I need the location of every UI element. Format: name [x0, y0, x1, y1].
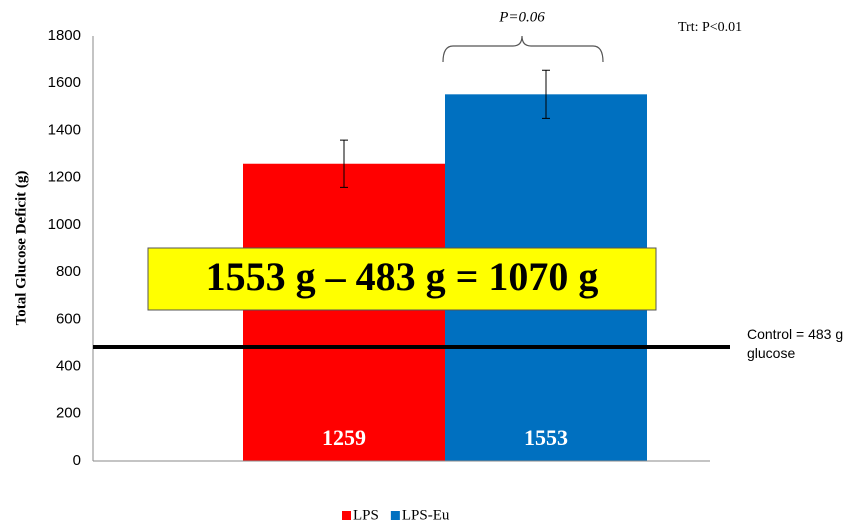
- comparison-annotation: P=0.06: [498, 9, 545, 25]
- comparison-bracket: [442, 35, 604, 63]
- error-bar: [542, 69, 550, 119]
- legend-swatch: [342, 511, 351, 520]
- y-axis-label: Total Glucose Deficit (g): [13, 171, 29, 326]
- y-tick-label: 200: [56, 405, 81, 422]
- control-label: Control = 483 g glucose: [747, 326, 844, 361]
- legend-label: LPS: [353, 507, 379, 523]
- y-tick-label: 0: [73, 452, 81, 469]
- bar: [243, 163, 445, 461]
- y-tick-label: 1600: [48, 74, 81, 91]
- treatment-annotation: Trt: P<0.01: [678, 20, 742, 35]
- y-tick-label: 800: [56, 263, 81, 280]
- equation-box: [147, 247, 657, 311]
- y-tick-label: 400: [56, 358, 81, 375]
- data-label: 1553: [524, 425, 568, 450]
- equation: 1553 g – 483 g = 1070 g: [206, 254, 599, 299]
- y-tick-label: 1800: [48, 27, 81, 44]
- y-tick-label: 1000: [48, 216, 81, 233]
- y-tick-label: 1400: [48, 121, 81, 138]
- error-bar: [340, 139, 348, 188]
- legend-label: LPS-Eu: [402, 507, 450, 523]
- y-tick-label: 1200: [48, 169, 81, 186]
- y-tick-label: 600: [56, 310, 81, 327]
- data-label: 1259: [322, 425, 366, 450]
- legend-swatch: [390, 511, 400, 520]
